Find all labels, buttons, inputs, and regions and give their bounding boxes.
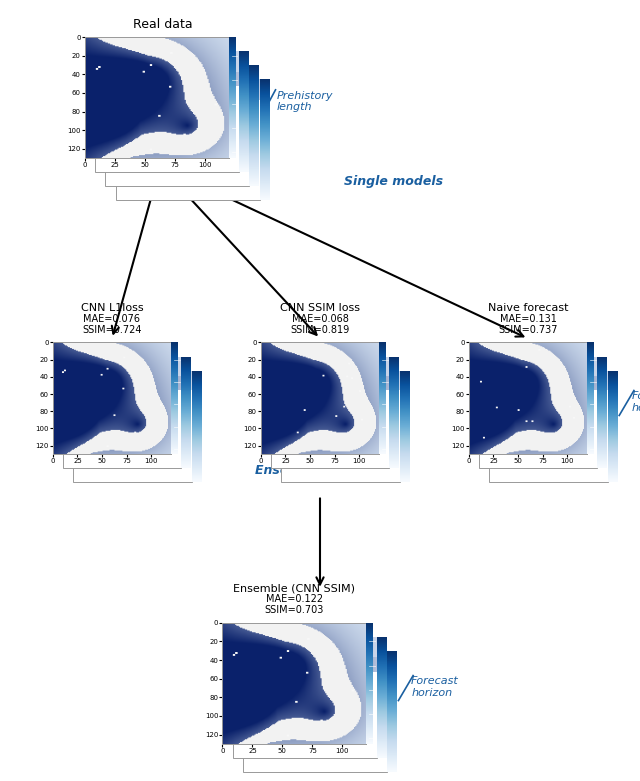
Text: Real data: Real data bbox=[133, 18, 193, 31]
Text: 0: 0 bbox=[236, 629, 239, 634]
Text: MAE=0.076: MAE=0.076 bbox=[83, 314, 141, 323]
Text: 0: 0 bbox=[76, 362, 80, 367]
Text: SSIM=0.737: SSIM=0.737 bbox=[499, 325, 557, 334]
Text: 0: 0 bbox=[481, 348, 486, 353]
Text: Naive forecast: Naive forecast bbox=[488, 303, 568, 312]
Text: 0: 0 bbox=[118, 71, 122, 76]
Text: Forecast
horizon: Forecast horizon bbox=[632, 391, 640, 413]
Text: Forecast
horizon: Forecast horizon bbox=[412, 676, 459, 698]
Text: 0: 0 bbox=[284, 362, 288, 367]
Text: MAE=0.068: MAE=0.068 bbox=[292, 314, 348, 323]
Text: SSIM=0.724: SSIM=0.724 bbox=[83, 325, 141, 334]
Text: MAE=0.131: MAE=0.131 bbox=[500, 314, 556, 323]
Text: CNN SSIM loss: CNN SSIM loss bbox=[280, 303, 360, 312]
Text: SSIM=0.819: SSIM=0.819 bbox=[291, 325, 349, 334]
Text: Ensemble (CNN SSIM): Ensemble (CNN SSIM) bbox=[234, 583, 355, 594]
Text: CNN L1loss: CNN L1loss bbox=[81, 303, 143, 312]
Text: 0: 0 bbox=[492, 362, 496, 367]
Text: 0: 0 bbox=[274, 348, 278, 353]
Text: Prehistory
length: Prehistory length bbox=[277, 91, 333, 112]
Text: MAE=0.122: MAE=0.122 bbox=[266, 594, 323, 604]
Text: Ensembling model: Ensembling model bbox=[255, 464, 385, 477]
Text: 0: 0 bbox=[65, 348, 70, 353]
Text: 0: 0 bbox=[246, 643, 250, 648]
Text: 0: 0 bbox=[98, 43, 102, 48]
Text: Single models: Single models bbox=[344, 175, 443, 188]
Text: 0: 0 bbox=[108, 57, 112, 62]
Text: SSIM=0.703: SSIM=0.703 bbox=[265, 605, 324, 615]
